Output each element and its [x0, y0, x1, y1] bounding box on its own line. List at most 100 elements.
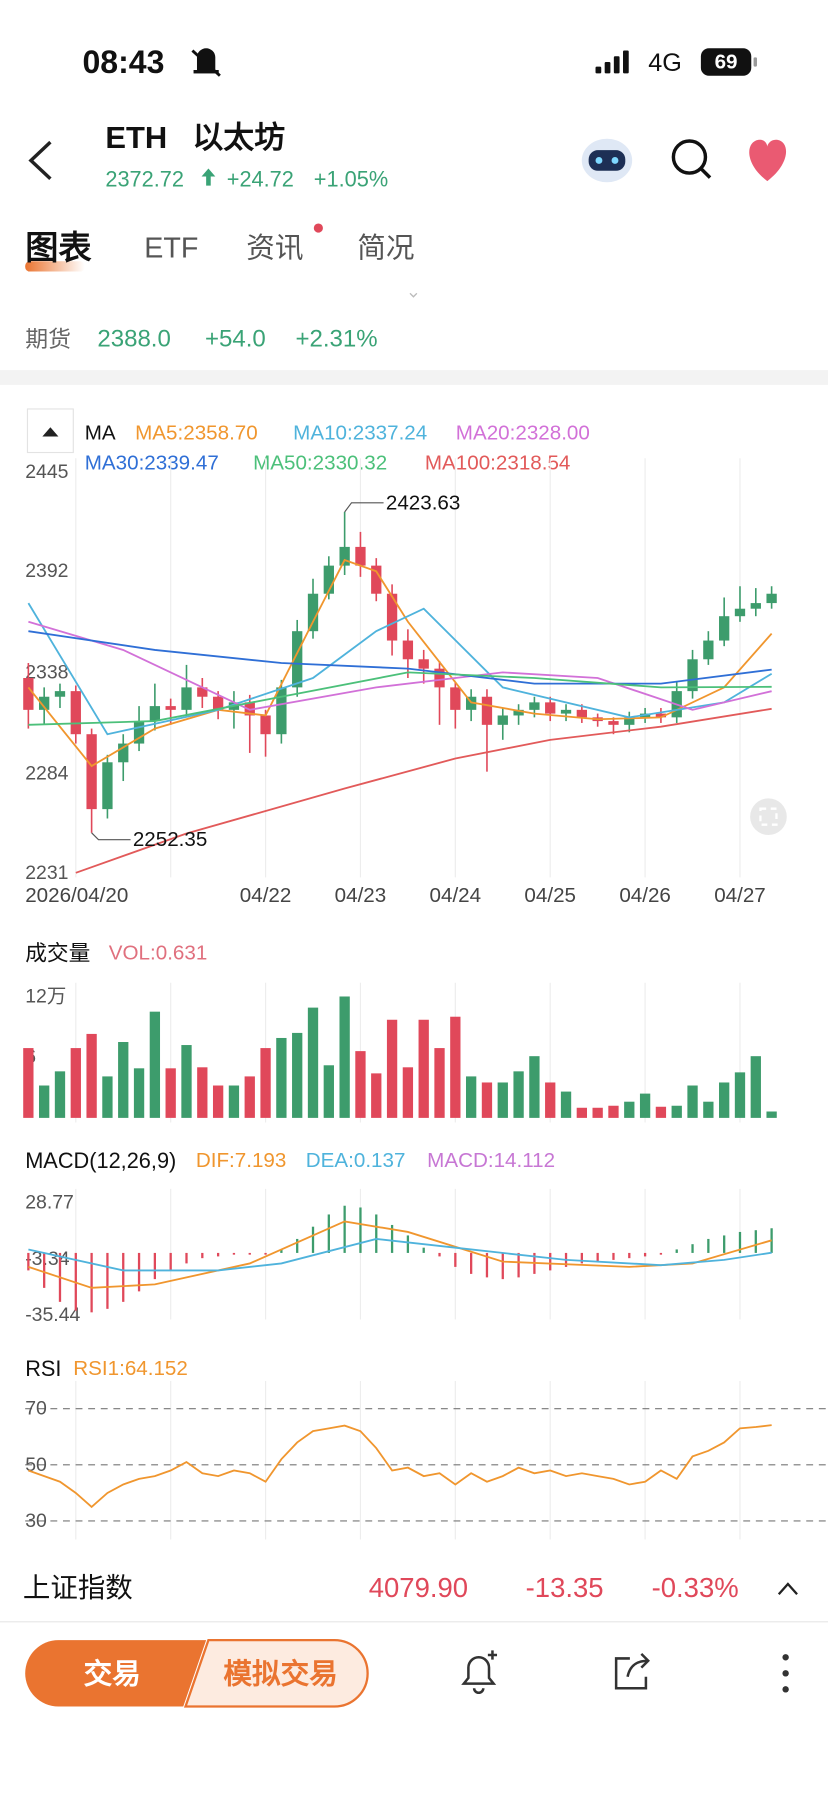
badge-dot: [313, 223, 323, 233]
candle-body: [197, 687, 208, 697]
candle-body: [54, 691, 66, 697]
candle-body: [133, 721, 145, 744]
volume-bar: [703, 1101, 714, 1118]
volume-bar: [102, 1076, 113, 1118]
toggle-arrow: [42, 427, 59, 437]
volume-bar: [402, 1067, 414, 1118]
volume-bar: [450, 1016, 461, 1118]
paper-trade-button[interactable]: [183, 1638, 369, 1708]
volume-bar: [750, 1056, 761, 1118]
tab[interactable]: ETF: [144, 233, 198, 265]
battery-icon: [700, 48, 757, 76]
search-icon[interactable]: [671, 139, 712, 179]
legend-entry: MACD:14.112: [427, 1149, 555, 1172]
candle-body: [608, 721, 619, 725]
candle-body: [39, 696, 50, 710]
legend-entry: DIF:7.193: [196, 1149, 287, 1172]
expand-caret[interactable]: [777, 1582, 798, 1596]
candle-body: [450, 687, 461, 710]
more-icon[interactable]: [782, 1654, 789, 1693]
ticker-bar[interactable]: [0, 1546, 828, 1622]
volume-bar: [339, 996, 350, 1118]
y-tick-label: 28.77: [25, 1192, 74, 1214]
candle-body: [371, 565, 382, 594]
volume-bar: [529, 1056, 540, 1118]
futures-label: 期货: [25, 326, 71, 352]
caret: [409, 292, 418, 298]
index-change-percent: -0.33%: [652, 1572, 739, 1603]
futures-change-percent: +2.31%: [295, 326, 377, 353]
candle-body: [529, 702, 540, 710]
candle-body: [165, 706, 176, 710]
separator: [0, 370, 828, 385]
volume-bar: [149, 1011, 161, 1118]
max-label: 2423.63: [386, 491, 461, 514]
tab[interactable]: 资讯: [246, 233, 303, 265]
favorite-icon[interactable]: [749, 139, 787, 182]
series-line: [28, 671, 772, 726]
series-line: [75, 707, 772, 874]
candle-body: [307, 593, 319, 632]
volume-bar: [70, 1048, 81, 1118]
candle-body: [703, 640, 714, 660]
price: 2372.72: [105, 166, 184, 191]
assistant-icon[interactable]: [581, 138, 633, 183]
legend-entry: RSI1:64.152: [73, 1357, 188, 1380]
symbol: ETH: [105, 120, 167, 155]
candle-body: [481, 696, 493, 725]
volume-bar: [734, 1072, 746, 1118]
tab-indicator: [25, 261, 85, 272]
y-tick-label: 2445: [25, 461, 68, 483]
volume-bar: [655, 1106, 667, 1118]
candle-body: [292, 631, 303, 688]
volume-bar: [181, 1045, 192, 1118]
y-tick-label: 12万: [25, 985, 66, 1007]
index-change: -13.35: [526, 1572, 604, 1603]
share-icon[interactable]: [614, 1652, 650, 1690]
volume-bar: [719, 1082, 730, 1118]
plots: 2231 2284 2338 2392 2445 2026/04/20 04/22 04/23…: [23, 458, 828, 1540]
candle-body: [687, 659, 698, 692]
legend-entry: DEA:0.137: [306, 1149, 406, 1172]
legend-entry: MA30:2339.47: [85, 451, 219, 474]
candle-body: [766, 593, 777, 604]
leader-line: [91, 832, 131, 841]
volume-bar: [639, 1093, 651, 1118]
alert-icon[interactable]: [461, 1650, 498, 1694]
tab[interactable]: 简况: [357, 233, 414, 265]
battery-level: 69: [715, 50, 738, 73]
mute-icon: [191, 48, 221, 77]
trade-button[interactable]: [25, 1640, 207, 1707]
tab[interactable]: 图表: [25, 230, 92, 267]
candle-body: [181, 687, 192, 710]
volume-bar: [766, 1111, 777, 1118]
x-tick-label: 04/23: [335, 884, 387, 907]
y-tick-label: 2392: [25, 560, 68, 582]
candle-body: [402, 640, 414, 660]
asset-name: 以太坊: [192, 120, 285, 155]
volume-bar: [481, 1082, 493, 1118]
volume-bar: [386, 1019, 398, 1118]
candle-body: [70, 691, 81, 735]
volume-bar: [545, 1082, 556, 1118]
min-label: 2252.35: [133, 828, 208, 851]
candle-body: [497, 715, 508, 725]
volume-bar: [86, 1033, 97, 1118]
candle-body: [560, 709, 572, 714]
candle-body: [434, 668, 445, 688]
volume-bar: [23, 1048, 34, 1118]
candle-body: [545, 702, 556, 714]
fullscreen-button[interactable]: [750, 798, 787, 836]
candle-body: [418, 659, 429, 669]
signal-icon: [595, 50, 629, 74]
volume-bar: [292, 1032, 303, 1118]
y-tick-label: -3.34: [25, 1248, 70, 1270]
back-button[interactable]: [28, 140, 52, 181]
series-line: [27, 558, 773, 768]
candle-body: [276, 687, 287, 735]
volume-bar: [244, 1076, 255, 1118]
up-arrow: [201, 168, 216, 186]
index-name: 上证指数: [23, 1572, 133, 1603]
leader-line: [344, 502, 384, 513]
